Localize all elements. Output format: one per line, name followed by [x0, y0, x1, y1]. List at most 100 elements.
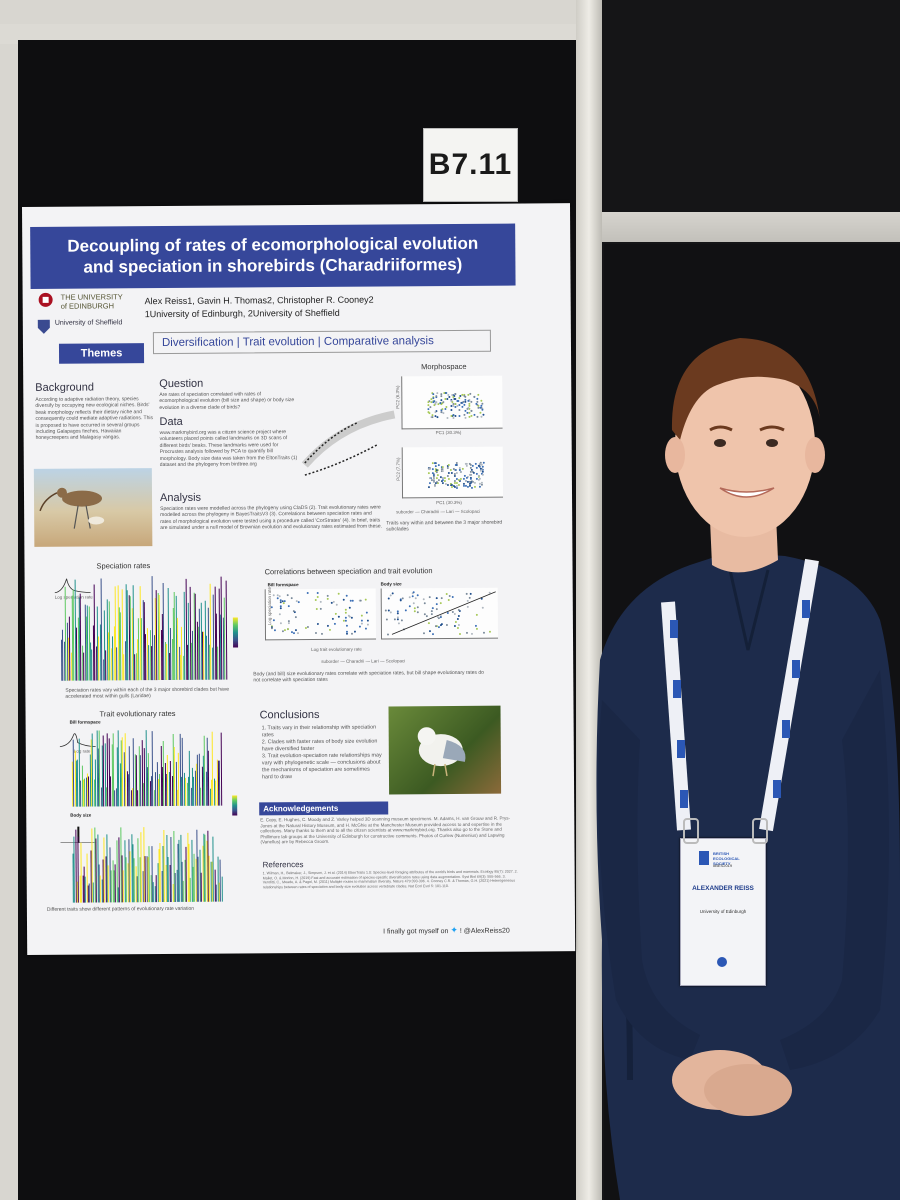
scatter-point — [364, 627, 367, 630]
scatter-point — [471, 486, 474, 489]
shield-icon — [37, 319, 50, 334]
scatter-point — [433, 485, 436, 488]
scatter-point — [463, 474, 466, 477]
scatter-point — [326, 598, 329, 601]
scatter-point — [366, 619, 369, 622]
scatter-point — [279, 606, 282, 609]
scatter-point — [455, 472, 458, 475]
scatter-point — [319, 600, 322, 603]
badge-org: BRITISH ECOLOGICAL SOCIETY — [713, 851, 740, 866]
beak-landmarks-icon — [301, 410, 396, 476]
scatter-point — [337, 592, 340, 595]
scatter-point — [468, 405, 471, 408]
scatter-point — [365, 611, 368, 614]
scatter-point — [333, 601, 336, 604]
neighbor-board-rail — [602, 212, 900, 242]
question-text: Are rates of speciation correlated with … — [159, 391, 295, 411]
scatter-point — [452, 398, 455, 401]
scatter-point — [447, 475, 450, 478]
sheffield-name: University of Sheffield — [54, 319, 123, 327]
morphospace-legend: suborder — Charadrii — Lari — Scolopaci — [396, 508, 481, 515]
correlation-caption: Body (and bill) size evolutionary rates … — [253, 669, 484, 684]
scatter-point — [435, 476, 438, 479]
scatter-point — [436, 391, 439, 394]
trait-body-label: Body size — [70, 812, 92, 818]
suborder-legend: suborder — Charadrii — Lari — Scolopaci — [321, 658, 406, 664]
poster-board-post — [576, 0, 602, 1200]
morphospace-heading: Morphospace — [421, 361, 467, 372]
scatter-point — [428, 412, 431, 415]
scatter-point — [473, 471, 476, 474]
scatter-point — [290, 597, 293, 600]
scatter-point — [458, 397, 461, 400]
scatter-point — [433, 404, 436, 407]
scatter-point — [345, 619, 348, 622]
trait-density — [59, 728, 96, 753]
scatter-point — [480, 415, 483, 418]
scatter-point — [440, 394, 443, 397]
scatter-point — [344, 608, 347, 611]
scatter-point — [428, 486, 431, 489]
morphospace-plot-1 — [401, 375, 503, 430]
scatter-point — [470, 409, 473, 412]
scatter-point — [478, 485, 481, 488]
scatter-point — [442, 482, 445, 485]
scatter-point — [458, 415, 461, 418]
scatter-point — [364, 598, 367, 601]
scatter-point — [334, 613, 337, 616]
scatter-point — [464, 400, 467, 403]
scatter-point — [345, 594, 348, 597]
bill-trait-phylogeny — [71, 730, 223, 807]
references-text: 1. Wilman, H., Belmaker, J., Simpson, J.… — [262, 869, 518, 890]
scatter-point — [444, 397, 447, 400]
background-text: According to adaptive radiation theory, … — [35, 396, 153, 442]
scatter-point — [474, 482, 477, 485]
morphospace-y-label: PC2 (6.3%) — [395, 385, 401, 409]
scatter-point — [456, 405, 459, 408]
speciation-phylogeny — [61, 576, 228, 681]
scatter-point — [351, 632, 354, 635]
conclusion-item: 2. Clades with faster rates of body size… — [261, 738, 378, 753]
scatter-point — [344, 611, 347, 614]
scatter-point — [458, 466, 461, 469]
acknowledgements-heading: Acknowledgements — [259, 801, 389, 816]
scatter-point — [435, 480, 438, 483]
badge-emblem-icon — [717, 957, 727, 967]
scatter-point — [462, 468, 465, 471]
scatter-point — [454, 393, 457, 396]
scatter-point — [447, 464, 450, 467]
scatter-point — [366, 623, 369, 626]
scatter-point — [434, 410, 437, 413]
scatter-point — [361, 622, 364, 625]
edinburgh-name: THE UNIVERSITY of EDINBURGH — [60, 292, 123, 311]
scatter-point — [479, 412, 482, 415]
scatter-point — [474, 402, 477, 405]
badge-institution: University of Edinburgh — [699, 909, 747, 914]
scatter-point — [279, 612, 282, 615]
scatter-point — [296, 631, 299, 634]
scatter-point — [287, 628, 290, 631]
scatter-point — [462, 482, 465, 485]
scatter-point — [428, 476, 431, 479]
scatter-point — [454, 415, 457, 418]
scatter-point — [428, 481, 431, 484]
scatter-point — [469, 470, 472, 473]
scatter-point — [456, 399, 459, 402]
scatter-point — [468, 474, 471, 477]
scatter-point — [437, 463, 440, 466]
scatter-point — [316, 607, 319, 610]
twitter-bird-icon: ✦ — [450, 924, 458, 936]
tree-branch — [225, 580, 227, 680]
scatter-point — [441, 476, 444, 479]
beak-landmarks-figure — [299, 404, 398, 490]
morphospace-x-label: PC1 (30.3%) — [435, 429, 462, 436]
scatter-point — [447, 466, 450, 469]
scatter-point — [348, 606, 351, 609]
scatter-point — [338, 615, 341, 618]
scatter-point — [443, 479, 446, 482]
trait-bill-label: Bill formspace — [69, 719, 101, 725]
question-heading: Question — [159, 377, 204, 391]
references-heading: References — [262, 860, 304, 870]
scatter-point — [466, 462, 469, 465]
colour-scale — [232, 795, 238, 816]
